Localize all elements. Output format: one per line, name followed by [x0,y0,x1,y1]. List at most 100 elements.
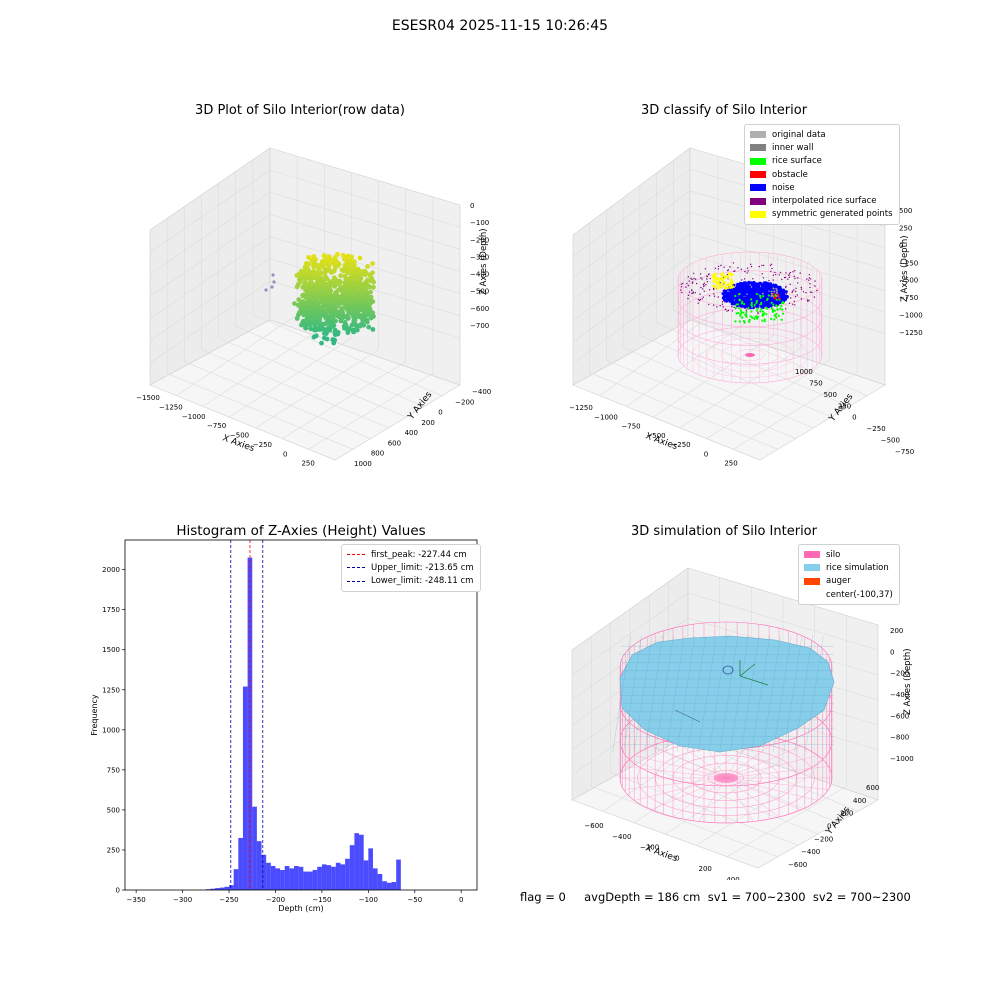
raw-point [311,286,316,291]
raw-point [313,314,318,320]
classify-point [744,270,746,273]
classify-point [734,270,736,272]
classify-point [754,315,757,318]
simulation-legend-label: center(-100,37) [826,589,893,600]
classify-point [782,312,785,315]
raw-point [352,316,357,322]
simulation-legend-item: auger [804,575,893,588]
simulation-panel-title: 3D simulation of Silo Interior [631,524,817,539]
classify-point [746,298,750,302]
raw-point [272,280,276,284]
histogram-bar [233,869,239,890]
simulation-legend-item: center(-100,37) [804,588,893,601]
classify-point [727,283,730,286]
histogram-bar [321,864,327,890]
histogram-legend: first_peak: -227.44 cm Upper_limit: -213.… [341,544,481,592]
raw-point [360,283,365,288]
classify-y-tick-label: −250 [866,425,885,433]
raw-x-tick-label: 250 [301,460,314,468]
raw-point [305,267,311,273]
classify-legend-item: obstacle [750,168,893,181]
classify-point [773,318,776,321]
classify-point [714,284,717,288]
classify-point [705,284,707,286]
classify-point [814,285,816,287]
raw-point [358,269,364,274]
histogram-xtick-label: −200 [266,896,285,904]
classify-point [770,292,773,295]
raw-point [332,262,338,268]
classify-point [792,303,794,305]
simulation-y-tick-label: 600 [866,784,879,792]
classify-point [747,270,749,272]
histogram-bar [386,882,392,890]
histogram-legend-item: Lower_limit: -248.11 cm [347,575,474,588]
classify-point [717,277,721,281]
raw-point [345,261,351,267]
classify-point [687,297,689,300]
classify-point [737,283,741,287]
raw-point [332,291,338,297]
classify-point [682,282,684,285]
raw-z-tick-label: −700 [470,322,489,330]
classify-point [733,270,735,272]
classify-point [755,300,758,303]
classify-point [708,273,710,275]
raw-z-tick-label: 0 [470,202,474,210]
classify-point [718,282,721,286]
classify-point [718,285,721,288]
histogram-bar [238,837,243,890]
classify-point [807,300,809,302]
classify-point [761,283,765,287]
classify-point [748,319,751,322]
classify-point [761,319,764,322]
classify-point [811,291,813,294]
raw-point [366,324,372,330]
simulation-silo-floor-spoke [650,746,727,779]
raw-point [349,294,355,300]
classify-point [753,303,756,306]
raw-point [302,304,308,310]
simulation-y-tick-label: 0 [827,823,831,831]
classify-point [726,273,728,276]
classify-point [712,287,715,290]
classify-legend-item: rice surface [750,155,893,168]
classify-point [702,288,704,290]
classify-point [727,270,729,272]
classify-point [777,314,780,317]
classify-point [702,296,704,298]
histogram-ytick-label: 1000 [102,726,120,734]
raw-point [318,280,324,286]
classify-point [790,297,792,299]
raw-point [318,304,324,310]
classify-point [717,296,719,298]
classify-point [723,266,725,268]
raw-point [333,309,339,315]
classify-point [727,272,730,275]
classify-point [697,298,700,301]
simulation-silo-floor-spoke [725,777,780,818]
classify-point [700,277,702,279]
raw-point [327,256,333,261]
simulation-x-tick-label: 400 [726,876,739,880]
classify-point [741,279,743,281]
classify-point [759,296,762,299]
classify-point [810,278,812,280]
raw-point [325,289,331,294]
classify-point [691,289,693,291]
classify-point [772,287,775,290]
classify-point [761,306,765,309]
classify-x-tick-label: −1000 [594,413,618,421]
classify-point [743,303,746,306]
classify-point [751,305,754,308]
classify-point [729,281,733,284]
raw-point [323,321,329,327]
classify-legend-swatch [750,157,766,165]
raw-point [351,265,357,271]
histogram-bar [275,868,281,890]
raw-point [309,320,315,326]
classify-point [723,291,727,295]
classify-point [691,281,694,283]
simulation-y-tick-label: 200 [840,810,853,818]
classify-point [746,290,749,293]
